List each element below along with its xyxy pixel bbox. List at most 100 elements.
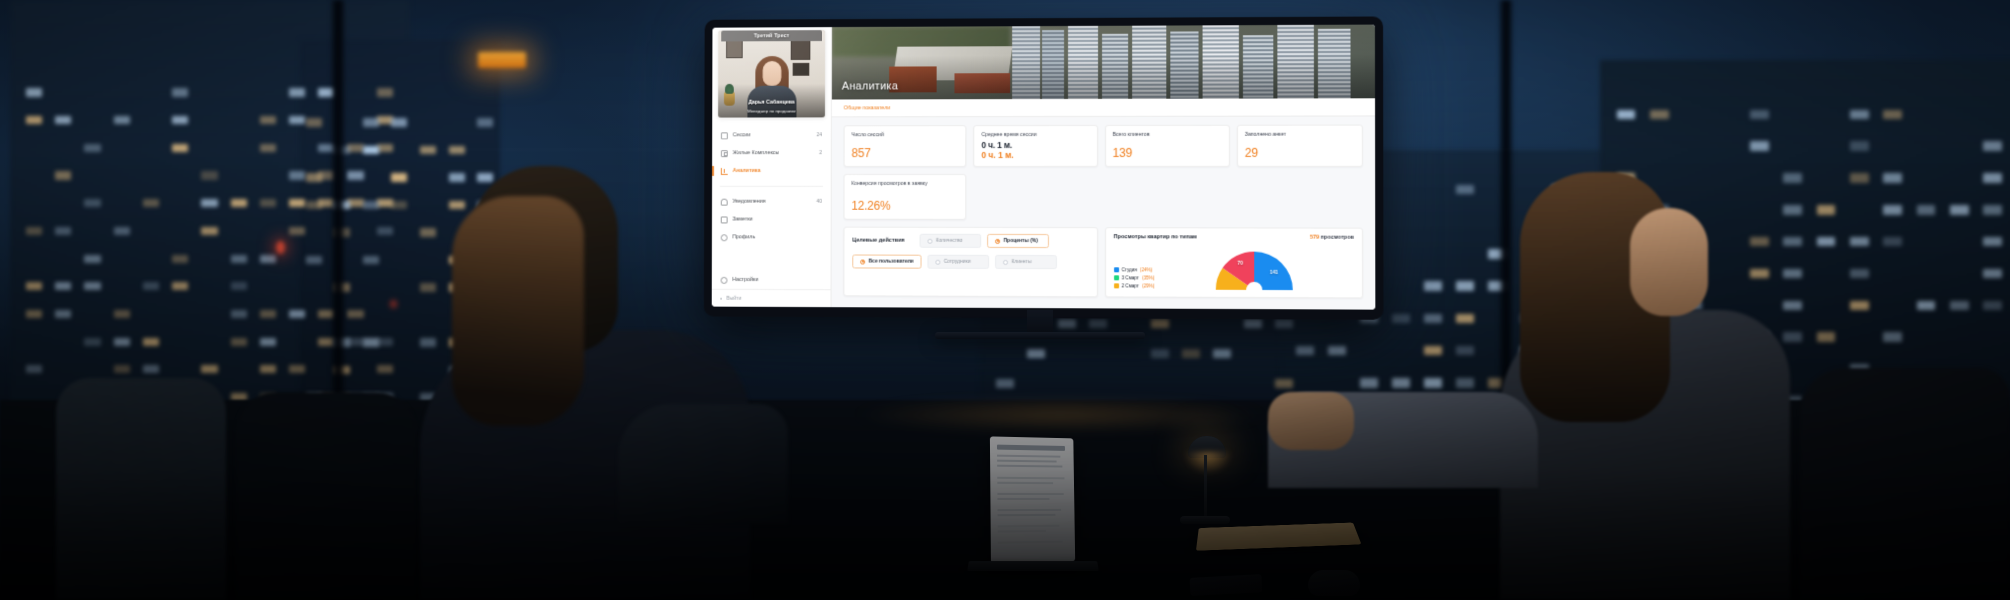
kpi-card-total-clients: Всего клиентов 139: [1104, 124, 1230, 167]
radio-percent[interactable]: Проценты (%): [987, 233, 1049, 249]
window-light: [347, 309, 364, 319]
window-light: [259, 309, 277, 319]
window-light: [376, 143, 393, 152]
profile-role: Менеджер по продажам: [747, 108, 796, 114]
legend-label: 2 Смарт: [1121, 283, 1140, 289]
window-light: [1750, 109, 1769, 119]
legend-item-studio[interactable]: Студия (24%): [1113, 267, 1155, 272]
window-light: [55, 116, 72, 125]
kpi-label: Заполнено анкет: [1244, 131, 1287, 138]
brand-title: Третий Трест: [721, 30, 823, 42]
window-light: [25, 309, 43, 319]
tab-general-metrics[interactable]: Общие показатели: [843, 105, 891, 112]
window-light: [1883, 205, 1902, 215]
window-light: [1816, 332, 1836, 342]
window-light: [172, 254, 189, 263]
window-light: [113, 116, 130, 125]
kpi-value: 12.26%: [851, 198, 891, 213]
window-light: [84, 143, 101, 152]
sidebar-item-analytics[interactable]: Аналитика: [712, 162, 831, 180]
window-light: [1850, 236, 1869, 247]
kpi-row-secondary: Конверсия просмотров в заявку 12.26%: [843, 173, 1362, 221]
window-light: [84, 254, 101, 263]
radio-clients[interactable]: Клиенты: [995, 254, 1057, 270]
radio-label: Проценты (%): [1003, 237, 1038, 245]
window-light: [305, 173, 322, 182]
window-light: [55, 226, 72, 236]
desk-lamp-base: [1180, 516, 1230, 524]
window-light: [376, 337, 393, 346]
views-header: Просмотры квартир по типам 579 просмотро…: [1114, 234, 1354, 241]
legend-item-3smart[interactable]: 3 Смарт (35%): [1113, 275, 1154, 281]
window-light: [1783, 332, 1802, 342]
window-light: [1456, 378, 1475, 388]
window-light: [420, 228, 436, 237]
kpi-card-sessions: Число сессий 857: [843, 125, 967, 168]
main-content: Аналитика Общие показатели Число сессий …: [831, 24, 1376, 310]
window-light: [55, 309, 72, 319]
radio-all-users[interactable]: Все пользователи: [852, 254, 922, 269]
radio-quantity[interactable]: Количество: [919, 233, 982, 248]
logout-button[interactable]: Выйти: [711, 288, 831, 308]
red-indicator-light-2: [390, 300, 397, 308]
window-light: [55, 171, 72, 180]
window-light: [362, 255, 379, 265]
person-left-hair: [452, 196, 584, 426]
sidebar-item-profile[interactable]: Профиль: [712, 228, 831, 246]
legend-label: 3 Смарт: [1121, 275, 1140, 281]
window-light: [362, 338, 379, 347]
sidebar-item-label: Настройки: [732, 276, 759, 284]
window-light: [142, 365, 160, 374]
profile-card[interactable]: Дарья Сабанцева Менеджер по продажам: [718, 30, 826, 118]
window-light: [362, 200, 379, 210]
kpi-card-avg-session-time: Среднее время сессии 0 ч. 1 м. 0 ч. 1 м.: [973, 124, 1098, 168]
window-light: [25, 282, 43, 291]
logout-label: Выйти: [726, 295, 742, 302]
window-light: [1850, 300, 1869, 310]
window-light: [142, 282, 160, 291]
window-light: [1456, 184, 1475, 195]
semi-donut-chart[interactable]: 70 141: [1211, 247, 1296, 291]
legend-item-2smart[interactable]: 2 Смарт (29%): [1113, 283, 1154, 289]
window-light: [1850, 109, 1869, 119]
window-light: [1783, 236, 1802, 247]
radio-label: Клиенты: [1011, 258, 1032, 266]
dashboard-screen[interactable]: Третий Трест Дарья Сабанцева Менеджер по…: [711, 24, 1376, 310]
window-light: [1983, 141, 2002, 151]
window-light: [1983, 236, 2002, 247]
window-light: [201, 199, 218, 208]
sidebar-item-notifications[interactable]: Уведомления 40: [712, 193, 831, 211]
sidebar-item-sessions[interactable]: Сессии 24: [712, 126, 831, 144]
sidebar-item-count: 2: [819, 150, 822, 157]
window-light: [1456, 313, 1475, 324]
window-light: [113, 309, 130, 319]
window-light: [55, 282, 72, 291]
sidebar-item-settings[interactable]: Настройки: [712, 271, 831, 289]
window-light: [1850, 268, 1869, 279]
window-light: [1816, 236, 1836, 247]
window-light: [172, 282, 189, 291]
slice-value-studio: 141: [1270, 269, 1278, 275]
window-light: [84, 337, 101, 346]
target-actions-metric-row: Целевые действия Количество Проценты (%): [852, 233, 1088, 249]
radio-dot-icon: [927, 238, 933, 244]
window-light: [420, 145, 436, 155]
radio-employees[interactable]: Сотрудники: [927, 254, 990, 269]
window-light: [376, 226, 393, 236]
sidebar-item-complexes[interactable]: Жилые Комплексы 2: [712, 144, 831, 162]
window-light: [376, 88, 393, 97]
window-light: [1850, 173, 1869, 183]
desk-lamp-arm: [1204, 455, 1207, 519]
window-light: [113, 226, 130, 236]
window-light: [1392, 378, 1411, 388]
profile-name: Дарья Сабанцева: [748, 99, 795, 106]
window-light: [1883, 173, 1902, 183]
radio-dot-icon: [935, 259, 941, 265]
window-light: [1328, 345, 1347, 356]
window-light: [230, 199, 247, 208]
kpi-label: Всего клиентов: [1112, 131, 1150, 138]
window-light: [142, 199, 160, 208]
sidebar-item-notes[interactable]: Заметки: [712, 211, 831, 229]
window-light: [448, 145, 465, 155]
legend-swatch-icon: [1113, 283, 1119, 289]
